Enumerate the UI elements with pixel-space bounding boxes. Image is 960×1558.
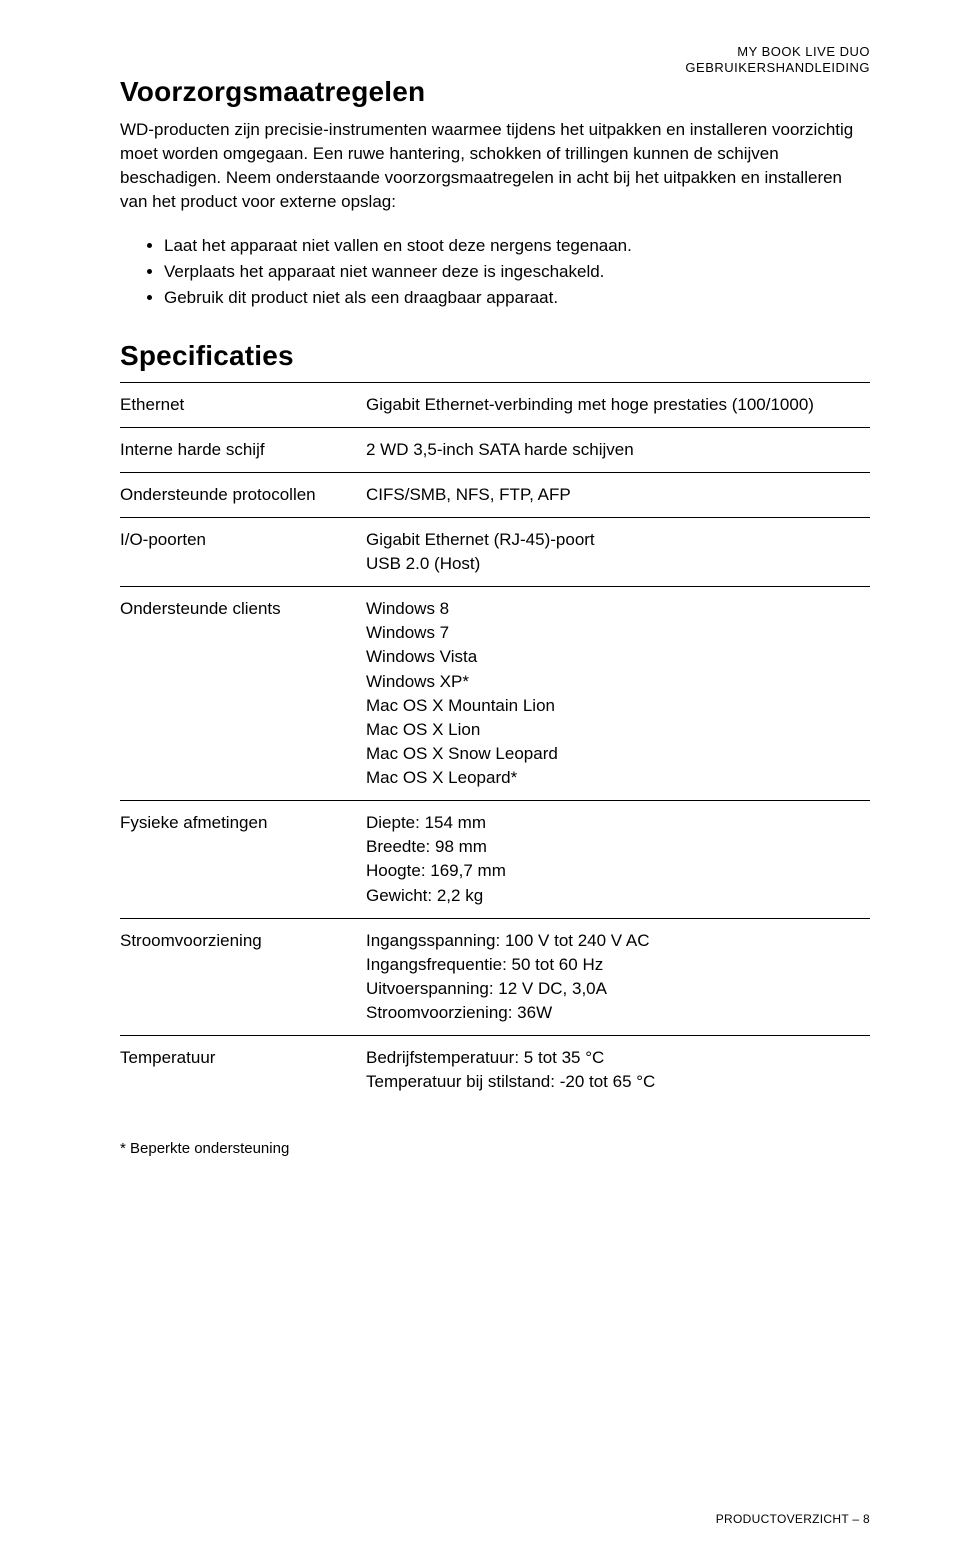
table-row: Interne harde schijf 2 WD 3,5-inch SATA … — [120, 427, 870, 472]
header-right: MY BOOK LIVE DUO GEBRUIKERSHANDLEIDING — [685, 44, 870, 77]
page-footer: PRODUCTOVERZICHT – 8 — [716, 1512, 870, 1526]
table-row: Ondersteunde clients Windows 8Windows 7W… — [120, 587, 870, 801]
spec-value: Ingangsspanning: 100 V tot 240 V ACIngan… — [366, 918, 870, 1036]
spec-value: CIFS/SMB, NFS, FTP, AFP — [366, 472, 870, 517]
page: MY BOOK LIVE DUO GEBRUIKERSHANDLEIDING V… — [0, 0, 960, 1558]
bullet-item: Verplaats het apparaat niet wanneer deze… — [164, 259, 870, 285]
specifications-footnote: * Beperkte ondersteuning — [120, 1140, 870, 1157]
specifications-table: Ethernet Gigabit Ethernet-verbinding met… — [120, 382, 870, 1105]
bullet-item: Laat het apparaat niet vallen en stoot d… — [164, 233, 870, 259]
spec-value: Bedrijfstemperatuur: 5 tot 35 °CTemperat… — [366, 1036, 870, 1105]
spec-value: Windows 8Windows 7Windows VistaWindows X… — [366, 587, 870, 801]
table-row: Temperatuur Bedrijfstemperatuur: 5 tot 3… — [120, 1036, 870, 1105]
header-product: MY BOOK LIVE DUO — [685, 44, 870, 60]
precautions-title: Voorzorgsmaatregelen — [120, 76, 870, 108]
spec-label: Fysieke afmetingen — [120, 801, 366, 919]
spec-label: Interne harde schijf — [120, 427, 366, 472]
spec-label: Ondersteunde clients — [120, 587, 366, 801]
spec-value: Diepte: 154 mmBreedte: 98 mmHoogte: 169,… — [366, 801, 870, 919]
spec-label: Stroomvoorziening — [120, 918, 366, 1036]
spec-label: Temperatuur — [120, 1036, 366, 1105]
precautions-bullets: Laat het apparaat niet vallen en stoot d… — [120, 233, 870, 312]
header-doctype: GEBRUIKERSHANDLEIDING — [685, 60, 870, 76]
table-row: Ethernet Gigabit Ethernet-verbinding met… — [120, 382, 870, 427]
table-row: Stroomvoorziening Ingangsspanning: 100 V… — [120, 918, 870, 1036]
spec-label: I/O-poorten — [120, 517, 366, 586]
table-row: Fysieke afmetingen Diepte: 154 mmBreedte… — [120, 801, 870, 919]
specifications-title: Specificaties — [120, 340, 870, 372]
bullet-item: Gebruik dit product niet als een draagba… — [164, 285, 870, 311]
spec-value: Gigabit Ethernet (RJ-45)-poortUSB 2.0 (H… — [366, 517, 870, 586]
spec-value: 2 WD 3,5-inch SATA harde schijven — [366, 427, 870, 472]
table-row: Ondersteunde protocollen CIFS/SMB, NFS, … — [120, 472, 870, 517]
spec-value: Gigabit Ethernet-verbinding met hoge pre… — [366, 382, 870, 427]
table-row: I/O-poorten Gigabit Ethernet (RJ-45)-poo… — [120, 517, 870, 586]
precautions-paragraph: WD-producten zijn precisie-instrumenten … — [120, 118, 870, 215]
spec-label: Ondersteunde protocollen — [120, 472, 366, 517]
spec-label: Ethernet — [120, 382, 366, 427]
